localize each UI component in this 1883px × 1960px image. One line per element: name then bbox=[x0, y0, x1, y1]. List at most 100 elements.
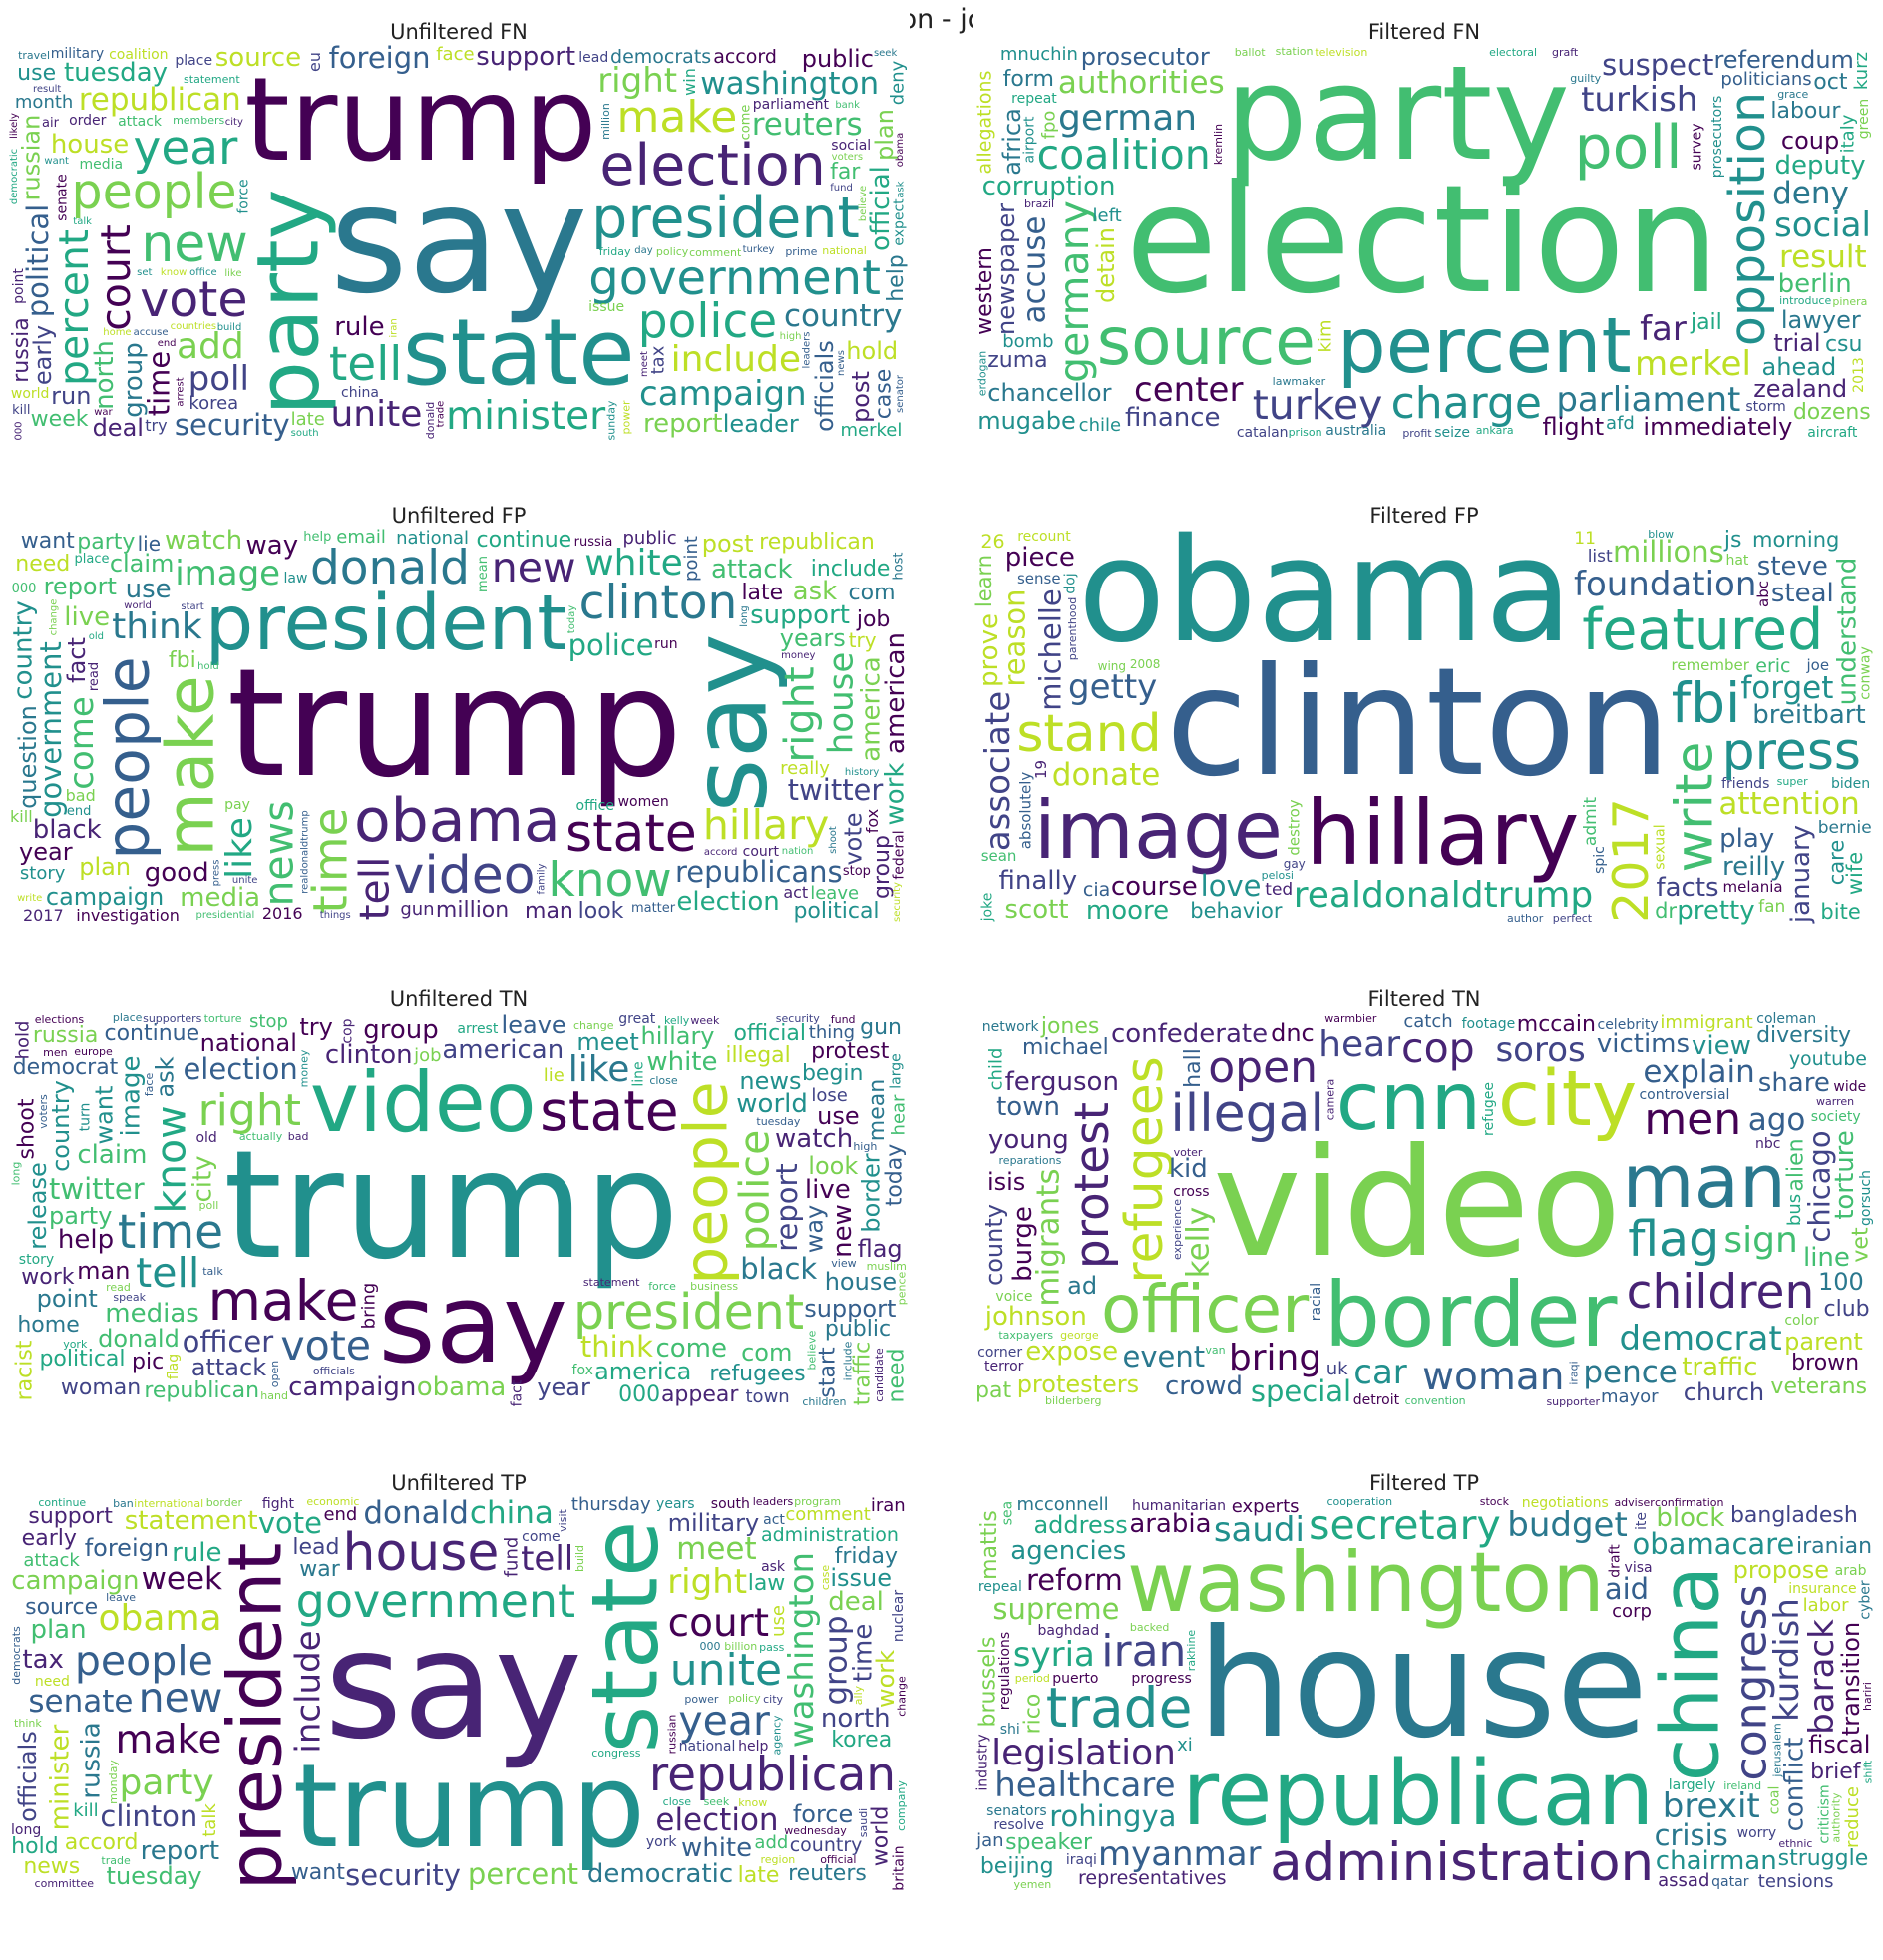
cloud-word: think bbox=[579, 1330, 653, 1365]
cloud-word: open bbox=[1208, 1042, 1318, 1094]
cloud-word: share bbox=[1757, 1068, 1830, 1099]
cloud-word: sean bbox=[980, 846, 1017, 865]
cloud-word: january bbox=[1786, 825, 1817, 924]
cloud-word: bad bbox=[287, 1129, 309, 1143]
cloud-word: need bbox=[15, 552, 71, 578]
cloud-word: man bbox=[1622, 1139, 1786, 1226]
cloud-word: obama bbox=[1077, 506, 1573, 674]
cloud-word: support bbox=[476, 41, 576, 72]
cloud-word: hall bbox=[1180, 1047, 1206, 1088]
cloud-word: administration bbox=[760, 1524, 899, 1547]
panel-title: Unfiltered FN bbox=[390, 20, 528, 44]
cloud-word: mcconnell bbox=[1016, 1493, 1109, 1515]
cloud-word: bank bbox=[835, 99, 860, 111]
cloud-word: steve bbox=[1756, 552, 1828, 583]
cloud-word: image bbox=[1033, 784, 1283, 878]
cloud-word: aid bbox=[1604, 1572, 1650, 1607]
cloud-word: hold bbox=[11, 1834, 59, 1860]
cloud-word: vote bbox=[280, 1322, 372, 1371]
cloud-word: humanitarian bbox=[1132, 1497, 1226, 1514]
cloud-word: plan bbox=[79, 853, 132, 882]
cloud-word: crowd bbox=[1164, 1371, 1244, 1401]
cloud-word: electoral bbox=[1489, 45, 1538, 59]
cloud-word: political bbox=[39, 1346, 126, 1372]
cloud-word: super bbox=[1776, 775, 1808, 789]
cloud-word: convention bbox=[1404, 1394, 1466, 1408]
cloud-word: conway bbox=[1858, 645, 1875, 700]
cloud-word: obama bbox=[353, 786, 561, 857]
cloud-word: barack bbox=[1801, 1619, 1842, 1735]
cloud-word: kurz bbox=[1851, 52, 1873, 91]
cloud-word: leave bbox=[810, 883, 860, 905]
cloud-word: trump bbox=[223, 1118, 680, 1293]
cloud-word: 000 bbox=[618, 1381, 661, 1407]
cloud-word: leaders bbox=[752, 1495, 794, 1509]
cloud-word: wednesday bbox=[784, 1823, 847, 1837]
cloud-word: fpo bbox=[1038, 110, 1060, 140]
cloud-word: video bbox=[309, 1054, 537, 1152]
cloud-word: legislation bbox=[991, 1732, 1176, 1773]
cloud-word: pay bbox=[224, 797, 250, 814]
cloud-word: actually bbox=[238, 1129, 283, 1143]
cloud-word: world bbox=[124, 600, 152, 612]
cloud-word: source bbox=[214, 42, 302, 73]
cloud-word: repeat bbox=[1011, 90, 1057, 107]
cloud-word: lead bbox=[578, 50, 609, 67]
cloud-word: question bbox=[13, 704, 42, 809]
cloud-word: com bbox=[741, 1338, 793, 1367]
panel-title: Filtered FN bbox=[1367, 20, 1481, 44]
cloud-word: war bbox=[299, 1557, 340, 1583]
cloud-word: clinton bbox=[100, 1799, 198, 1834]
cloud-word: likely bbox=[9, 113, 21, 139]
cloud-word: black bbox=[740, 1251, 818, 1286]
cloud-word: warmbier bbox=[1324, 1011, 1377, 1025]
cloud-word: house bbox=[820, 652, 861, 755]
cloud-word: veterans bbox=[1770, 1374, 1868, 1400]
cloud-word: like bbox=[219, 817, 261, 880]
cloud-word: support bbox=[750, 600, 850, 631]
cloud-word: long bbox=[738, 604, 750, 627]
cloud-word: racial bbox=[1308, 1282, 1324, 1321]
cloud-word: hear bbox=[1318, 1023, 1400, 1065]
cloud-word: behavior bbox=[1190, 898, 1283, 923]
cloud-word: state bbox=[540, 1078, 679, 1143]
cloud-word: black bbox=[32, 814, 102, 845]
cloud-word: agency bbox=[770, 1715, 784, 1756]
cloud-word: turn bbox=[77, 1102, 94, 1132]
cloud-word: election bbox=[599, 133, 826, 199]
cloud-word: mattis bbox=[976, 1510, 1002, 1581]
cloud-word: catalan bbox=[1236, 424, 1289, 441]
cloud-word: unite bbox=[330, 394, 423, 436]
wordcloud-panel: Filtered FP clinton obama hillary image featu… bbox=[973, 484, 1875, 926]
cloud-word: ask bbox=[761, 1558, 786, 1575]
cloud-word: media bbox=[79, 156, 124, 173]
cloud-word: high bbox=[853, 1139, 878, 1153]
cloud-word: minister bbox=[45, 1724, 76, 1831]
cloud-word: piece bbox=[1004, 543, 1075, 574]
cloud-word: claim bbox=[77, 1140, 148, 1171]
cloud-word: act bbox=[783, 883, 809, 903]
cloud-word: news bbox=[23, 1854, 81, 1880]
cloud-word: myanmar bbox=[1097, 1834, 1262, 1875]
cloud-word: russia bbox=[76, 1722, 107, 1799]
cloud-word: club bbox=[1823, 1297, 1870, 1323]
cloud-word: try bbox=[848, 628, 877, 653]
cloud-word: jerusalem bbox=[1771, 1722, 1785, 1777]
cloud-word: host bbox=[891, 552, 907, 581]
cloud-word: transition bbox=[1837, 1621, 1866, 1736]
cloud-word: vet bbox=[1848, 1227, 1874, 1264]
cloud-word: learn bbox=[973, 555, 997, 608]
cloud-word: prove bbox=[973, 612, 1004, 687]
cloud-word: political bbox=[793, 899, 880, 925]
cloud-word: voters bbox=[37, 1093, 51, 1129]
cloud-word: washington bbox=[782, 1552, 823, 1749]
cloud-word: public bbox=[824, 1317, 892, 1343]
cloud-word: foundation bbox=[1573, 564, 1757, 604]
cloud-word: think bbox=[14, 1717, 42, 1731]
cloud-word: claim bbox=[109, 550, 175, 579]
cloud-word: early bbox=[29, 325, 58, 386]
cloud-word: tuesday bbox=[756, 1114, 801, 1128]
cloud-word: use bbox=[817, 1102, 860, 1131]
cloud-word: place bbox=[74, 552, 110, 568]
cloud-word: south bbox=[290, 428, 319, 440]
